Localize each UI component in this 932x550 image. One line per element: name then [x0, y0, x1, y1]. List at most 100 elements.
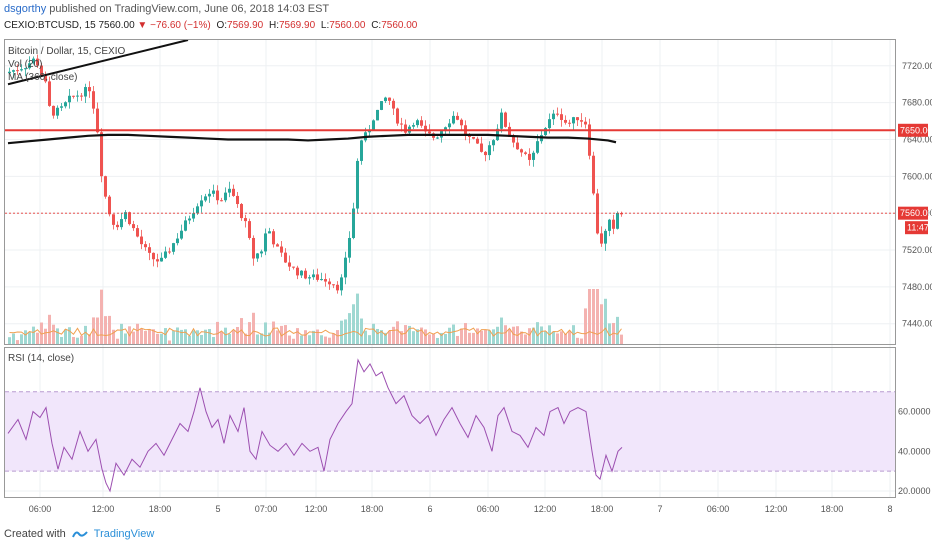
volume-bar [380, 330, 383, 344]
volume-bar [556, 333, 559, 344]
volume-bar [520, 331, 523, 344]
volume-bar [172, 330, 175, 344]
volume-bar [424, 329, 427, 344]
volume-bar [608, 323, 611, 344]
author-link[interactable]: dsgorthy [4, 3, 47, 15]
volume-bar [532, 327, 535, 344]
rsi-tick-label: 20.0000 [898, 486, 931, 496]
last-price: 7560.00 [98, 20, 135, 31]
candle-body [96, 108, 99, 133]
candle-body [572, 117, 575, 124]
current-price-tag [898, 206, 928, 220]
volume-bar [156, 333, 159, 344]
ma-legend: MA (360, close) [8, 72, 78, 83]
candle-body [144, 244, 147, 248]
volume-bar [356, 293, 359, 344]
candle-body [340, 277, 343, 291]
volume-bar [148, 329, 151, 344]
candle-body [380, 101, 383, 110]
volume-bar [568, 330, 571, 344]
candle-body [484, 151, 487, 156]
volume-bar [540, 326, 543, 344]
volume-bar [316, 329, 319, 344]
volume-bar [260, 333, 263, 344]
volume-bar [400, 331, 403, 344]
candle-body [348, 237, 351, 258]
volume-bar [456, 335, 459, 344]
candle-body [184, 220, 187, 231]
volume-bar [72, 336, 75, 344]
current-price-tag-text: 7560.00 [900, 208, 932, 218]
candle-body [112, 214, 115, 225]
candle-body [156, 259, 159, 262]
volume-bar [12, 333, 15, 344]
price-axis: 7720.00 7680.00 7640.00 7600.00 7560.00 7520.… [902, 61, 932, 329]
volume-bar [536, 322, 539, 344]
candle-body [140, 236, 143, 245]
volume-bar [96, 317, 99, 344]
candle-body [444, 127, 447, 132]
volume-bar [24, 330, 27, 344]
x-tick-label: 12:00 [765, 504, 788, 514]
candle-body [276, 244, 279, 247]
candle-body [84, 87, 87, 97]
volume-bar [132, 331, 135, 344]
volume-bar [464, 323, 467, 344]
candle-body [488, 145, 491, 156]
volume-bar [408, 325, 411, 344]
x-tick-label: 18:00 [361, 504, 384, 514]
candle-body [172, 243, 175, 252]
volume-bar [224, 327, 227, 344]
volume-bar [228, 333, 231, 344]
y-tick-label: 7680.00 [902, 98, 932, 108]
candle-body [124, 212, 127, 220]
candle-body [424, 125, 427, 132]
volume-bar [616, 316, 619, 344]
candle-body [616, 213, 619, 229]
x-tick-label: 18:00 [821, 504, 844, 514]
candle-body [180, 230, 183, 239]
candle-body [528, 153, 531, 160]
candle-body [312, 274, 315, 278]
volume-bar [504, 325, 507, 344]
volume-bar [472, 332, 475, 344]
rsi-line [7, 358, 623, 493]
volume-bar [416, 329, 419, 344]
candle-body [344, 257, 347, 278]
volume-bar [8, 337, 11, 344]
volume-bar [324, 336, 327, 344]
candle-body [264, 233, 267, 252]
volume-bar [312, 330, 315, 344]
tradingview-brand[interactable]: TradingView [93, 528, 155, 540]
volume-bar [264, 322, 267, 344]
volume-bar [144, 330, 147, 344]
main-pane-border [4, 39, 896, 345]
volume-bar [496, 326, 499, 344]
candle-body [220, 200, 223, 202]
y-tick-label: 7520.00 [902, 245, 932, 255]
x-tick-label: 06:00 [29, 504, 52, 514]
volume-bar [344, 319, 347, 344]
volume-bar [244, 333, 247, 344]
candle-body [128, 212, 131, 225]
candle-body [524, 152, 527, 154]
volume-bar [176, 327, 179, 344]
candle-body [216, 190, 219, 201]
volume-bar [340, 320, 343, 344]
ticker-label: CEXIO:BTCUSD, 15 [4, 20, 96, 31]
volume-bar [524, 334, 527, 344]
volume-bar [512, 326, 515, 344]
trend-line [7, 39, 189, 86]
candle-body [332, 284, 335, 286]
volume-bar [220, 331, 223, 344]
volume-bar [480, 330, 483, 344]
candle-body [8, 71, 11, 74]
countdown-tag-text: 11:47 [907, 223, 929, 233]
volume-bar [332, 333, 335, 344]
volume-bar [52, 324, 55, 344]
candle-body [188, 218, 191, 221]
volume-bar [576, 337, 579, 344]
low-label: L: [320, 20, 330, 31]
volume-bar [288, 335, 291, 344]
